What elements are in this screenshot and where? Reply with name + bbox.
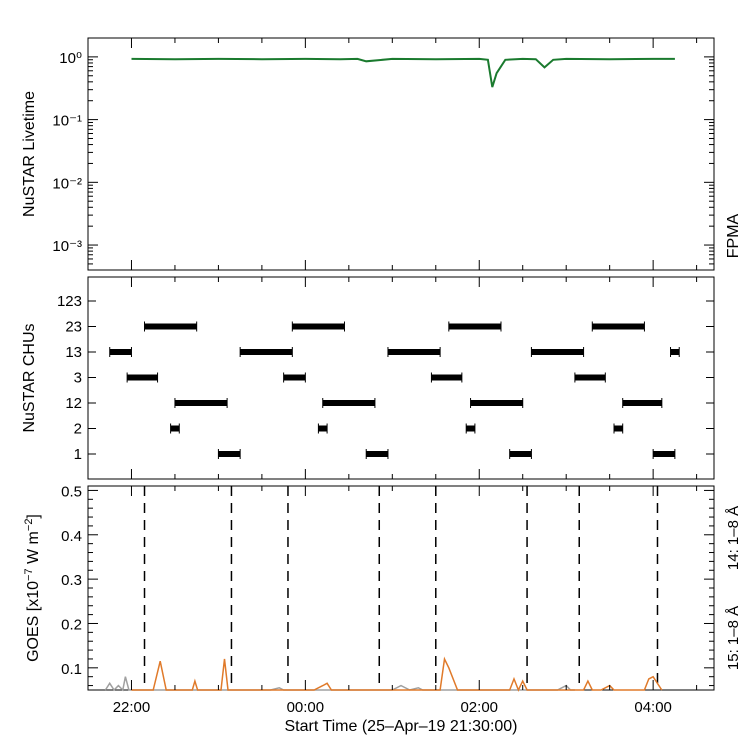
chu-segment xyxy=(318,425,328,432)
chu-segment xyxy=(653,451,675,457)
goes-tick-label: 0.5 xyxy=(61,483,82,500)
x-tick-label: 00:00 xyxy=(287,699,325,716)
chus-tick-label: 1 xyxy=(74,446,82,463)
chu-segment xyxy=(470,400,523,406)
goes-series-goes_gray xyxy=(104,676,575,692)
x-axis-title: Start Time (25–Apr–19 21:30:00) xyxy=(284,718,517,735)
livetime-series-fpma xyxy=(131,57,675,88)
chu-segment xyxy=(531,349,584,355)
chu-segment xyxy=(144,323,197,330)
chu-segment xyxy=(670,349,680,355)
chus-tick-label: 12 xyxy=(65,395,82,412)
chu-segment xyxy=(366,451,388,457)
goes-series-goes14 xyxy=(131,656,663,692)
chus-panel-frame xyxy=(87,276,715,480)
goes-tick-label: 0.4 xyxy=(61,528,82,545)
chu-segment xyxy=(292,323,345,330)
livetime-tick-label: 10⁻² xyxy=(52,175,82,192)
x-tick-label: 22:00 xyxy=(113,699,151,716)
goes-tick-label: 0.1 xyxy=(61,661,82,678)
goes-tick-label: 0.3 xyxy=(61,572,82,589)
chu-segment xyxy=(466,425,475,432)
chu-segment xyxy=(127,374,158,381)
goes15-label: 15: 1–8 Å xyxy=(725,606,742,670)
chu-segment xyxy=(283,374,306,381)
goes-panel-frame xyxy=(87,485,715,691)
chus-tick-label: 23 xyxy=(65,319,82,336)
goes14-label: 14: 1–8 Å xyxy=(725,506,742,570)
chu-segment xyxy=(240,349,293,355)
chu-segment xyxy=(322,400,375,406)
chu-segment xyxy=(574,374,606,381)
chu-segment xyxy=(218,451,241,457)
x-ticks: 22:00 00:00 02:00 04:00 xyxy=(87,38,698,716)
chus-tick-label: 13 xyxy=(65,344,82,361)
chu-segment xyxy=(170,425,180,432)
livetime-plot: 10⁻³ 10⁻² 10⁻¹ 10⁰ xyxy=(52,37,714,271)
goes-ylabel: GOES [x10−7 W m−2] xyxy=(23,514,42,662)
chu-segment xyxy=(592,323,645,330)
chu-segment xyxy=(431,374,462,381)
chus-tick-label: 3 xyxy=(74,370,82,387)
x-tick-label: 04:00 xyxy=(634,699,672,716)
chu-segment xyxy=(174,400,228,406)
livetime-tick-label: 10⁰ xyxy=(59,50,82,67)
chu-segment xyxy=(448,323,501,330)
chu-segment xyxy=(109,349,132,355)
livetime-tick-label: 10⁻¹ xyxy=(52,113,82,130)
livetime-panel-frame xyxy=(87,37,715,271)
x-tick-label: 02:00 xyxy=(460,699,498,716)
goes-tick-label: 0.2 xyxy=(61,616,82,633)
fpma-label: FPMA xyxy=(725,213,742,258)
livetime-ylabel: NuSTAR Livetime xyxy=(21,91,38,217)
goes-plot: 0.1 0.2 0.3 0.4 0.5 xyxy=(61,483,714,692)
chus-tick-label: 123 xyxy=(57,293,82,310)
livetime-tick-label: 10⁻³ xyxy=(52,238,82,255)
chu-segment xyxy=(387,349,441,355)
chus-ylabel: NuSTAR CHUs xyxy=(21,323,38,432)
chu-segment xyxy=(622,400,662,406)
chu-segment xyxy=(614,425,623,432)
chu-segment xyxy=(509,451,532,457)
chus-tick-label: 2 xyxy=(74,421,82,438)
